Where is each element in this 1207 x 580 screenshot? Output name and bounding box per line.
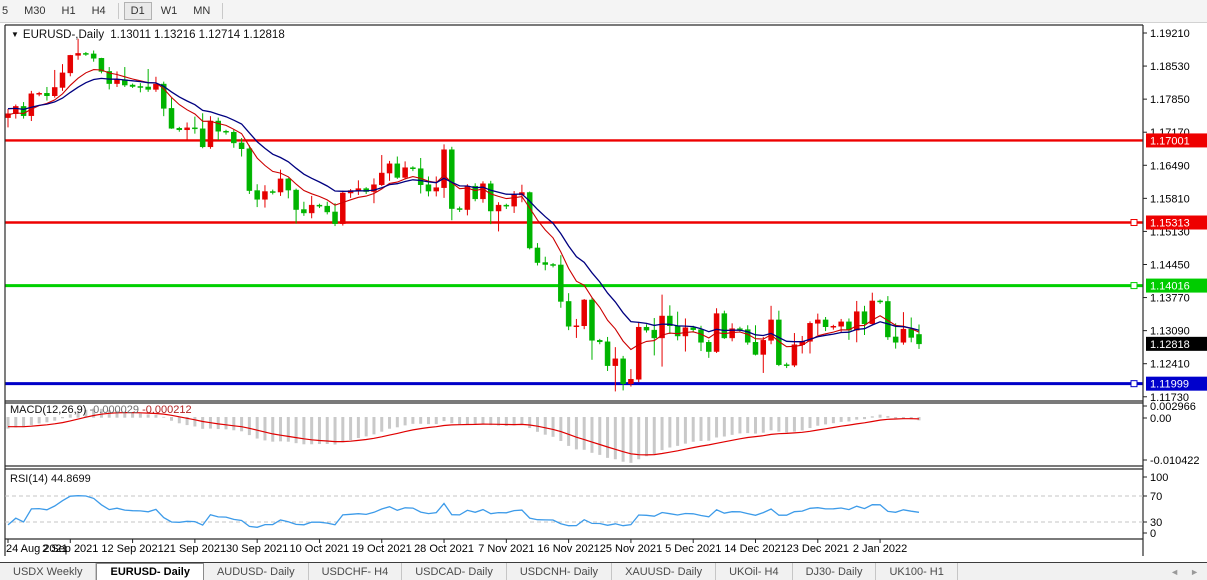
svg-text:2 Jan 2022: 2 Jan 2022 bbox=[853, 543, 907, 555]
tab-scroll-arrows: ◄ ► bbox=[1170, 563, 1207, 580]
timeframe-button-m30[interactable]: M30 bbox=[24, 5, 46, 17]
level-handle bbox=[1130, 219, 1138, 227]
timeframe-button-d1[interactable]: D1 bbox=[123, 2, 152, 20]
timeframe-button-mn[interactable]: MN bbox=[193, 5, 211, 17]
level-handle bbox=[1130, 380, 1138, 388]
ohlc-close: 1.12818 bbox=[243, 29, 285, 41]
svg-text:1.17001: 1.17001 bbox=[1150, 135, 1190, 147]
svg-text:1.13770: 1.13770 bbox=[1150, 293, 1190, 305]
price-tag: 1.12818 bbox=[1146, 336, 1207, 351]
svg-text:1.18530: 1.18530 bbox=[1150, 61, 1190, 73]
macd-histogram bbox=[6, 408, 921, 463]
level-lines bbox=[5, 139, 1143, 386]
price-tag: 1.15313 bbox=[1146, 215, 1207, 230]
tab-usdx-weekly[interactable]: USDX Weekly bbox=[0, 563, 97, 580]
tab-usdcad-daily[interactable]: USDCAD- Daily bbox=[402, 563, 507, 580]
ma-slow-line bbox=[7, 77, 920, 343]
timeframe-button-h4[interactable]: H4 bbox=[91, 5, 106, 17]
tab-audusd-daily[interactable]: AUDUSD- Daily bbox=[204, 563, 309, 580]
svg-text:1.12410: 1.12410 bbox=[1150, 359, 1190, 371]
symbol-dropdown-icon[interactable]: ▼ bbox=[11, 30, 19, 39]
macd-main-value: -0.000029 bbox=[89, 404, 140, 416]
svg-text:0.00: 0.00 bbox=[1150, 413, 1171, 425]
svg-text:2 Sep 2021: 2 Sep 2021 bbox=[42, 543, 98, 555]
svg-text:16 Nov 2021: 16 Nov 2021 bbox=[537, 543, 599, 555]
ohlc-high: 1.13216 bbox=[154, 29, 196, 41]
timeframe-button-5[interactable]: 5 bbox=[2, 5, 9, 17]
svg-text:1.19210: 1.19210 bbox=[1150, 28, 1190, 40]
ohlc-low: 1.12714 bbox=[198, 29, 241, 41]
svg-text:19 Oct 2021: 19 Oct 2021 bbox=[352, 543, 412, 555]
macd-signal-value: -0.000212 bbox=[142, 404, 192, 416]
price-tag: 1.14016 bbox=[1146, 278, 1207, 293]
svg-text:1.11730: 1.11730 bbox=[1150, 392, 1189, 404]
svg-text:1.17850: 1.17850 bbox=[1150, 94, 1190, 106]
rsi-indicator-label: RSI(14) 44.8699 bbox=[10, 473, 91, 485]
svg-text:0: 0 bbox=[1150, 528, 1156, 540]
svg-text:1.15810: 1.15810 bbox=[1150, 193, 1190, 205]
svg-text:5 Dec 2021: 5 Dec 2021 bbox=[665, 543, 721, 555]
svg-text:0.002966: 0.002966 bbox=[1150, 401, 1196, 413]
svg-text:1.13090: 1.13090 bbox=[1150, 326, 1190, 338]
svg-text:10 Oct 2021: 10 Oct 2021 bbox=[289, 543, 349, 555]
ma-fast-line bbox=[7, 69, 920, 351]
svg-text:1.16490: 1.16490 bbox=[1150, 160, 1190, 172]
candles-layer bbox=[5, 38, 922, 392]
svg-text:30: 30 bbox=[1150, 517, 1162, 529]
svg-text:25 Nov 2021: 25 Nov 2021 bbox=[600, 543, 662, 555]
scroll-tabs-left-button[interactable]: ◄ bbox=[1170, 566, 1180, 577]
tab-xauusd-daily[interactable]: XAUUSD- Daily bbox=[612, 563, 717, 580]
svg-text:1.14016: 1.14016 bbox=[1150, 281, 1190, 293]
scroll-tabs-right-button[interactable]: ► bbox=[1190, 566, 1199, 577]
svg-text:30 Sep 2021: 30 Sep 2021 bbox=[226, 543, 288, 555]
tab-eurusd-daily[interactable]: EURUSD- Daily bbox=[96, 563, 204, 580]
svg-text:24 Aug 2021: 24 Aug 2021 bbox=[6, 543, 68, 555]
timeframe-toolbar: 5 M30 H1 H4 D1 W1 MN bbox=[0, 0, 1207, 23]
svg-text:70: 70 bbox=[1150, 491, 1162, 503]
price-tag: 1.17001 bbox=[1146, 133, 1207, 148]
svg-text:12 Sep 2021: 12 Sep 2021 bbox=[101, 543, 163, 555]
price-axis: 1.192101.185301.178501.171701.164901.158… bbox=[1143, 28, 1207, 540]
svg-text:28 Oct 2021: 28 Oct 2021 bbox=[414, 543, 474, 555]
tab-dj30-daily[interactable]: DJ30- Daily bbox=[793, 563, 877, 580]
svg-text:1.11999: 1.11999 bbox=[1150, 379, 1189, 391]
macd-name: MACD(12,26,9) bbox=[10, 404, 87, 416]
ohlc-open: 1.13011 bbox=[110, 29, 151, 41]
chart-title-overlay: ▼ EURUSD-,Daily 1.13011 1.13216 1.12714 1.12… bbox=[11, 29, 288, 41]
svg-text:-0.010422: -0.010422 bbox=[1150, 455, 1200, 467]
timeframe-button-w1[interactable]: W1 bbox=[160, 5, 178, 17]
rsi-line bbox=[7, 495, 920, 528]
tab-usdcnh-daily[interactable]: USDCNH- Daily bbox=[507, 563, 613, 580]
svg-text:14 Dec 2021: 14 Dec 2021 bbox=[724, 543, 786, 555]
chart-symbol-label: EURUSD-,Daily bbox=[22, 29, 105, 41]
chart-tabs-bar: USDX Weekly EURUSD- Daily AUDUSD- Daily USD… bbox=[0, 562, 1207, 580]
svg-text:100: 100 bbox=[1150, 472, 1168, 484]
svg-text:1.12818: 1.12818 bbox=[1150, 339, 1190, 351]
svg-text:1.15313: 1.15313 bbox=[1150, 218, 1190, 230]
rsi-name: RSI(14) bbox=[10, 473, 48, 485]
timeframe-button-h1[interactable]: H1 bbox=[61, 5, 76, 17]
svg-text:23 Dec 2021: 23 Dec 2021 bbox=[787, 543, 849, 555]
macd-indicator-label: MACD(12,26,9) -0.000029 -0.000212 bbox=[10, 404, 192, 416]
svg-text:21 Sep 2021: 21 Sep 2021 bbox=[164, 543, 226, 555]
toolbar-separator bbox=[117, 3, 119, 19]
tab-uk100-h1[interactable]: UK100- H1 bbox=[876, 563, 958, 580]
svg-text:7 Nov 2021: 7 Nov 2021 bbox=[478, 543, 534, 555]
macd-signal-line bbox=[8, 412, 920, 456]
toolbar-separator bbox=[222, 3, 224, 19]
tab-usdchf-h4[interactable]: USDCHF- H4 bbox=[309, 563, 403, 580]
svg-text:1.14450: 1.14450 bbox=[1150, 259, 1190, 271]
rsi-value: 44.8699 bbox=[50, 473, 91, 485]
price-tag: 1.11999 bbox=[1146, 376, 1207, 391]
tab-ukoil-h4[interactable]: UKOil- H4 bbox=[716, 563, 793, 580]
price-chart-canvas[interactable]: 1.192101.185301.178501.171701.164901.158… bbox=[0, 0, 1207, 562]
level-handle bbox=[1130, 282, 1138, 290]
